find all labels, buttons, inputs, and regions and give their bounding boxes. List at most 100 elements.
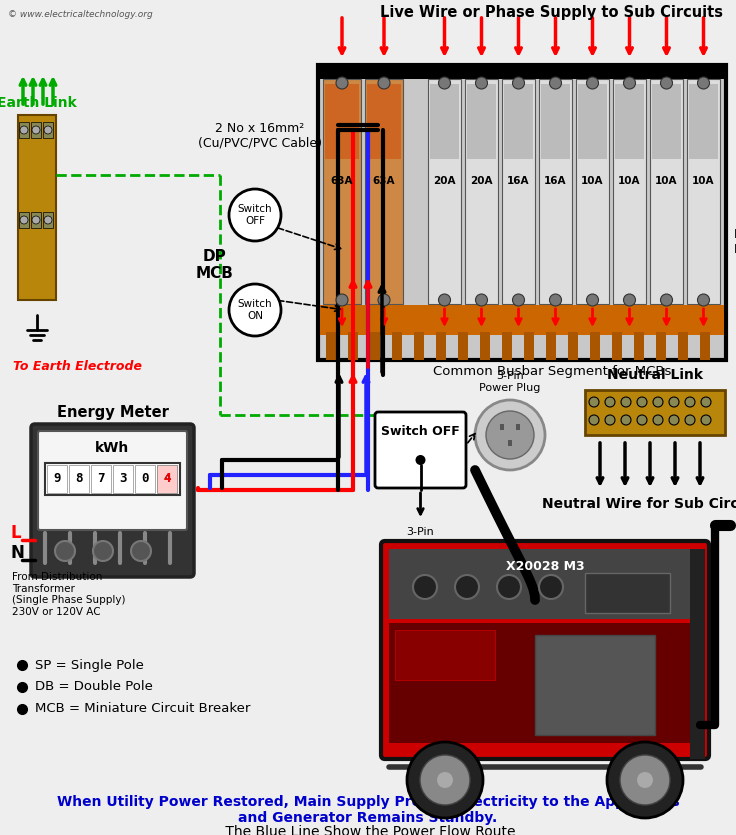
Text: 7: 7 [97, 473, 105, 485]
Bar [508, 440, 512, 446]
Circle shape [605, 397, 615, 407]
Circle shape [587, 294, 598, 306]
Text: When Utility Power Restored, Main Supply Provide Electricity to the Appliances
a: When Utility Power Restored, Main Supply… [57, 795, 679, 825]
Bar [370, 332, 380, 360]
Text: 10A: 10A [581, 176, 604, 186]
Bar [576, 79, 609, 304]
FancyBboxPatch shape [375, 412, 466, 488]
Bar [634, 332, 644, 360]
Bar [546, 332, 556, 360]
Bar [430, 84, 459, 159]
Text: 0: 0 [141, 473, 149, 485]
Bar [157, 465, 177, 493]
Circle shape [32, 216, 40, 224]
Bar [392, 332, 402, 360]
Bar [389, 549, 701, 619]
Bar [500, 424, 504, 430]
Circle shape [589, 415, 599, 425]
Bar [428, 79, 461, 304]
Circle shape [420, 755, 470, 805]
Bar [615, 84, 644, 159]
Bar [157, 465, 177, 493]
Circle shape [621, 397, 631, 407]
Bar [69, 465, 89, 493]
Bar [113, 465, 133, 493]
Text: N: N [10, 544, 24, 562]
Text: 4: 4 [163, 473, 171, 485]
Circle shape [437, 772, 453, 788]
Text: 16A: 16A [507, 176, 530, 186]
Bar [19, 122, 29, 138]
Text: 20A: 20A [470, 176, 492, 186]
Circle shape [455, 575, 479, 599]
Text: SP = Single Pole: SP = Single Pole [35, 659, 144, 671]
Circle shape [416, 455, 425, 465]
Circle shape [20, 126, 28, 134]
Circle shape [378, 294, 390, 306]
Circle shape [55, 541, 75, 561]
Text: 8: 8 [75, 473, 82, 485]
Circle shape [587, 77, 598, 89]
Bar [326, 332, 336, 360]
Text: X20028 M3: X20028 M3 [506, 560, 584, 573]
Circle shape [607, 742, 683, 818]
Circle shape [20, 216, 28, 224]
Text: 4: 4 [163, 473, 171, 485]
Text: From Distribution
Transformer
(Single Phase Supply)
230V or 120V AC: From Distribution Transformer (Single Ph… [12, 572, 126, 617]
Circle shape [550, 77, 562, 89]
Bar [45, 463, 180, 495]
Circle shape [486, 411, 534, 459]
Bar [31, 122, 41, 138]
Bar [652, 84, 681, 159]
Circle shape [701, 397, 711, 407]
Text: Earth Link: Earth Link [0, 96, 77, 110]
Bar [47, 465, 67, 493]
Bar [135, 465, 155, 493]
Circle shape [93, 541, 113, 561]
Circle shape [685, 415, 695, 425]
Bar [367, 84, 401, 159]
Bar [365, 79, 403, 304]
Bar [320, 305, 724, 335]
Bar [389, 623, 701, 743]
Circle shape [336, 77, 348, 89]
Circle shape [660, 294, 673, 306]
Circle shape [407, 742, 483, 818]
Bar [687, 79, 720, 304]
Bar [436, 332, 446, 360]
Text: Switch OFF: Switch OFF [381, 425, 460, 438]
Circle shape [439, 294, 450, 306]
Text: Neutral Wire for Sub Circuits: Neutral Wire for Sub Circuits [542, 497, 736, 511]
Circle shape [44, 126, 52, 134]
FancyBboxPatch shape [38, 431, 187, 530]
Circle shape [701, 415, 711, 425]
Bar [539, 79, 572, 304]
Bar [395, 630, 495, 680]
Bar [585, 573, 670, 613]
Bar [650, 79, 683, 304]
Text: Switch
ON: Switch ON [238, 299, 272, 321]
Bar [19, 212, 29, 228]
Bar [414, 332, 424, 360]
Bar [323, 79, 361, 304]
Text: © www.electricaltechnology.org: © www.electricaltechnology.org [8, 10, 153, 19]
Bar [590, 332, 600, 360]
Circle shape [637, 772, 653, 788]
Circle shape [413, 575, 437, 599]
Bar [516, 424, 520, 430]
Bar [325, 84, 359, 159]
Circle shape [589, 397, 599, 407]
Bar [43, 212, 53, 228]
Text: Energy Meter: Energy Meter [57, 405, 169, 420]
Text: Switch
OFF: Switch OFF [238, 205, 272, 225]
Text: 20A: 20A [434, 176, 456, 186]
Bar [700, 332, 710, 360]
Bar [678, 332, 688, 360]
Circle shape [698, 294, 710, 306]
Circle shape [669, 397, 679, 407]
Circle shape [32, 126, 40, 134]
Bar [502, 332, 512, 360]
Text: DB = Double Pole: DB = Double Pole [35, 681, 153, 694]
Circle shape [623, 294, 635, 306]
Circle shape [637, 397, 647, 407]
